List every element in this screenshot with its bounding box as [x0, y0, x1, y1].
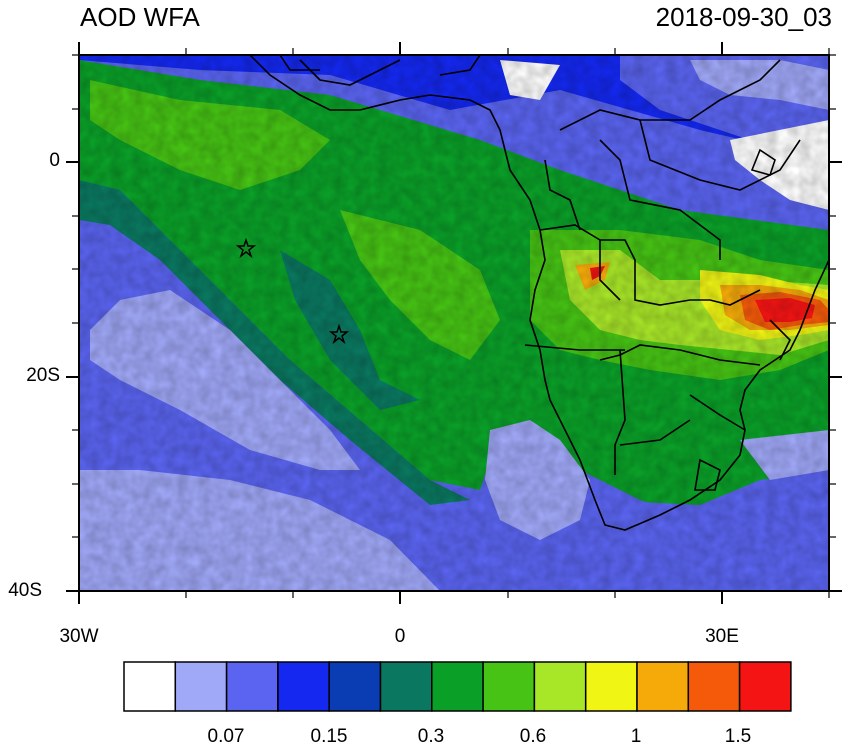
- colorbar-swatch: [584, 661, 638, 712]
- colorbar-swatch: [533, 661, 587, 712]
- colorbar-swatch: [328, 661, 382, 712]
- colorbar-label: 0.15: [310, 726, 348, 747]
- markers: [235, 237, 350, 345]
- colorbar-swatch: [482, 661, 536, 712]
- x-tick-label: 0: [394, 626, 406, 647]
- star-marker: [328, 323, 350, 345]
- colorbar-swatch: [738, 661, 792, 712]
- colorbar-swatch: [636, 661, 690, 712]
- colorbar-swatch: [379, 661, 433, 712]
- colorbar-label: 1: [630, 726, 642, 747]
- axis-ticks: [66, 42, 842, 604]
- y-tick-label: 0: [49, 150, 60, 171]
- colorbar: [123, 661, 792, 712]
- colorbar-swatch: [277, 661, 330, 712]
- colorbar-label: 1.5: [724, 726, 752, 747]
- map-title: AOD WFA: [80, 2, 200, 32]
- aod-field: [79, 55, 829, 591]
- colorbar-swatch: [174, 661, 228, 712]
- colorbar-label: 0.6: [519, 726, 547, 747]
- map-timestamp: 2018-09-30_03: [655, 2, 832, 32]
- x-tick-label: 30E: [705, 626, 739, 647]
- colorbar-swatch: [687, 661, 741, 712]
- colorbar-label: 0.3: [417, 726, 445, 747]
- colorbar-swatch: [123, 661, 177, 712]
- coastlines: [249, 55, 829, 531]
- y-tick-label: 20S: [26, 365, 60, 386]
- colorbar-swatch: [431, 661, 484, 712]
- y-tick-label: 40S: [8, 580, 42, 601]
- star-marker: [235, 237, 257, 259]
- x-tick-label: 30W: [59, 626, 99, 647]
- colorbar-label: 0.07: [207, 726, 245, 747]
- colorbar-swatch: [225, 661, 279, 712]
